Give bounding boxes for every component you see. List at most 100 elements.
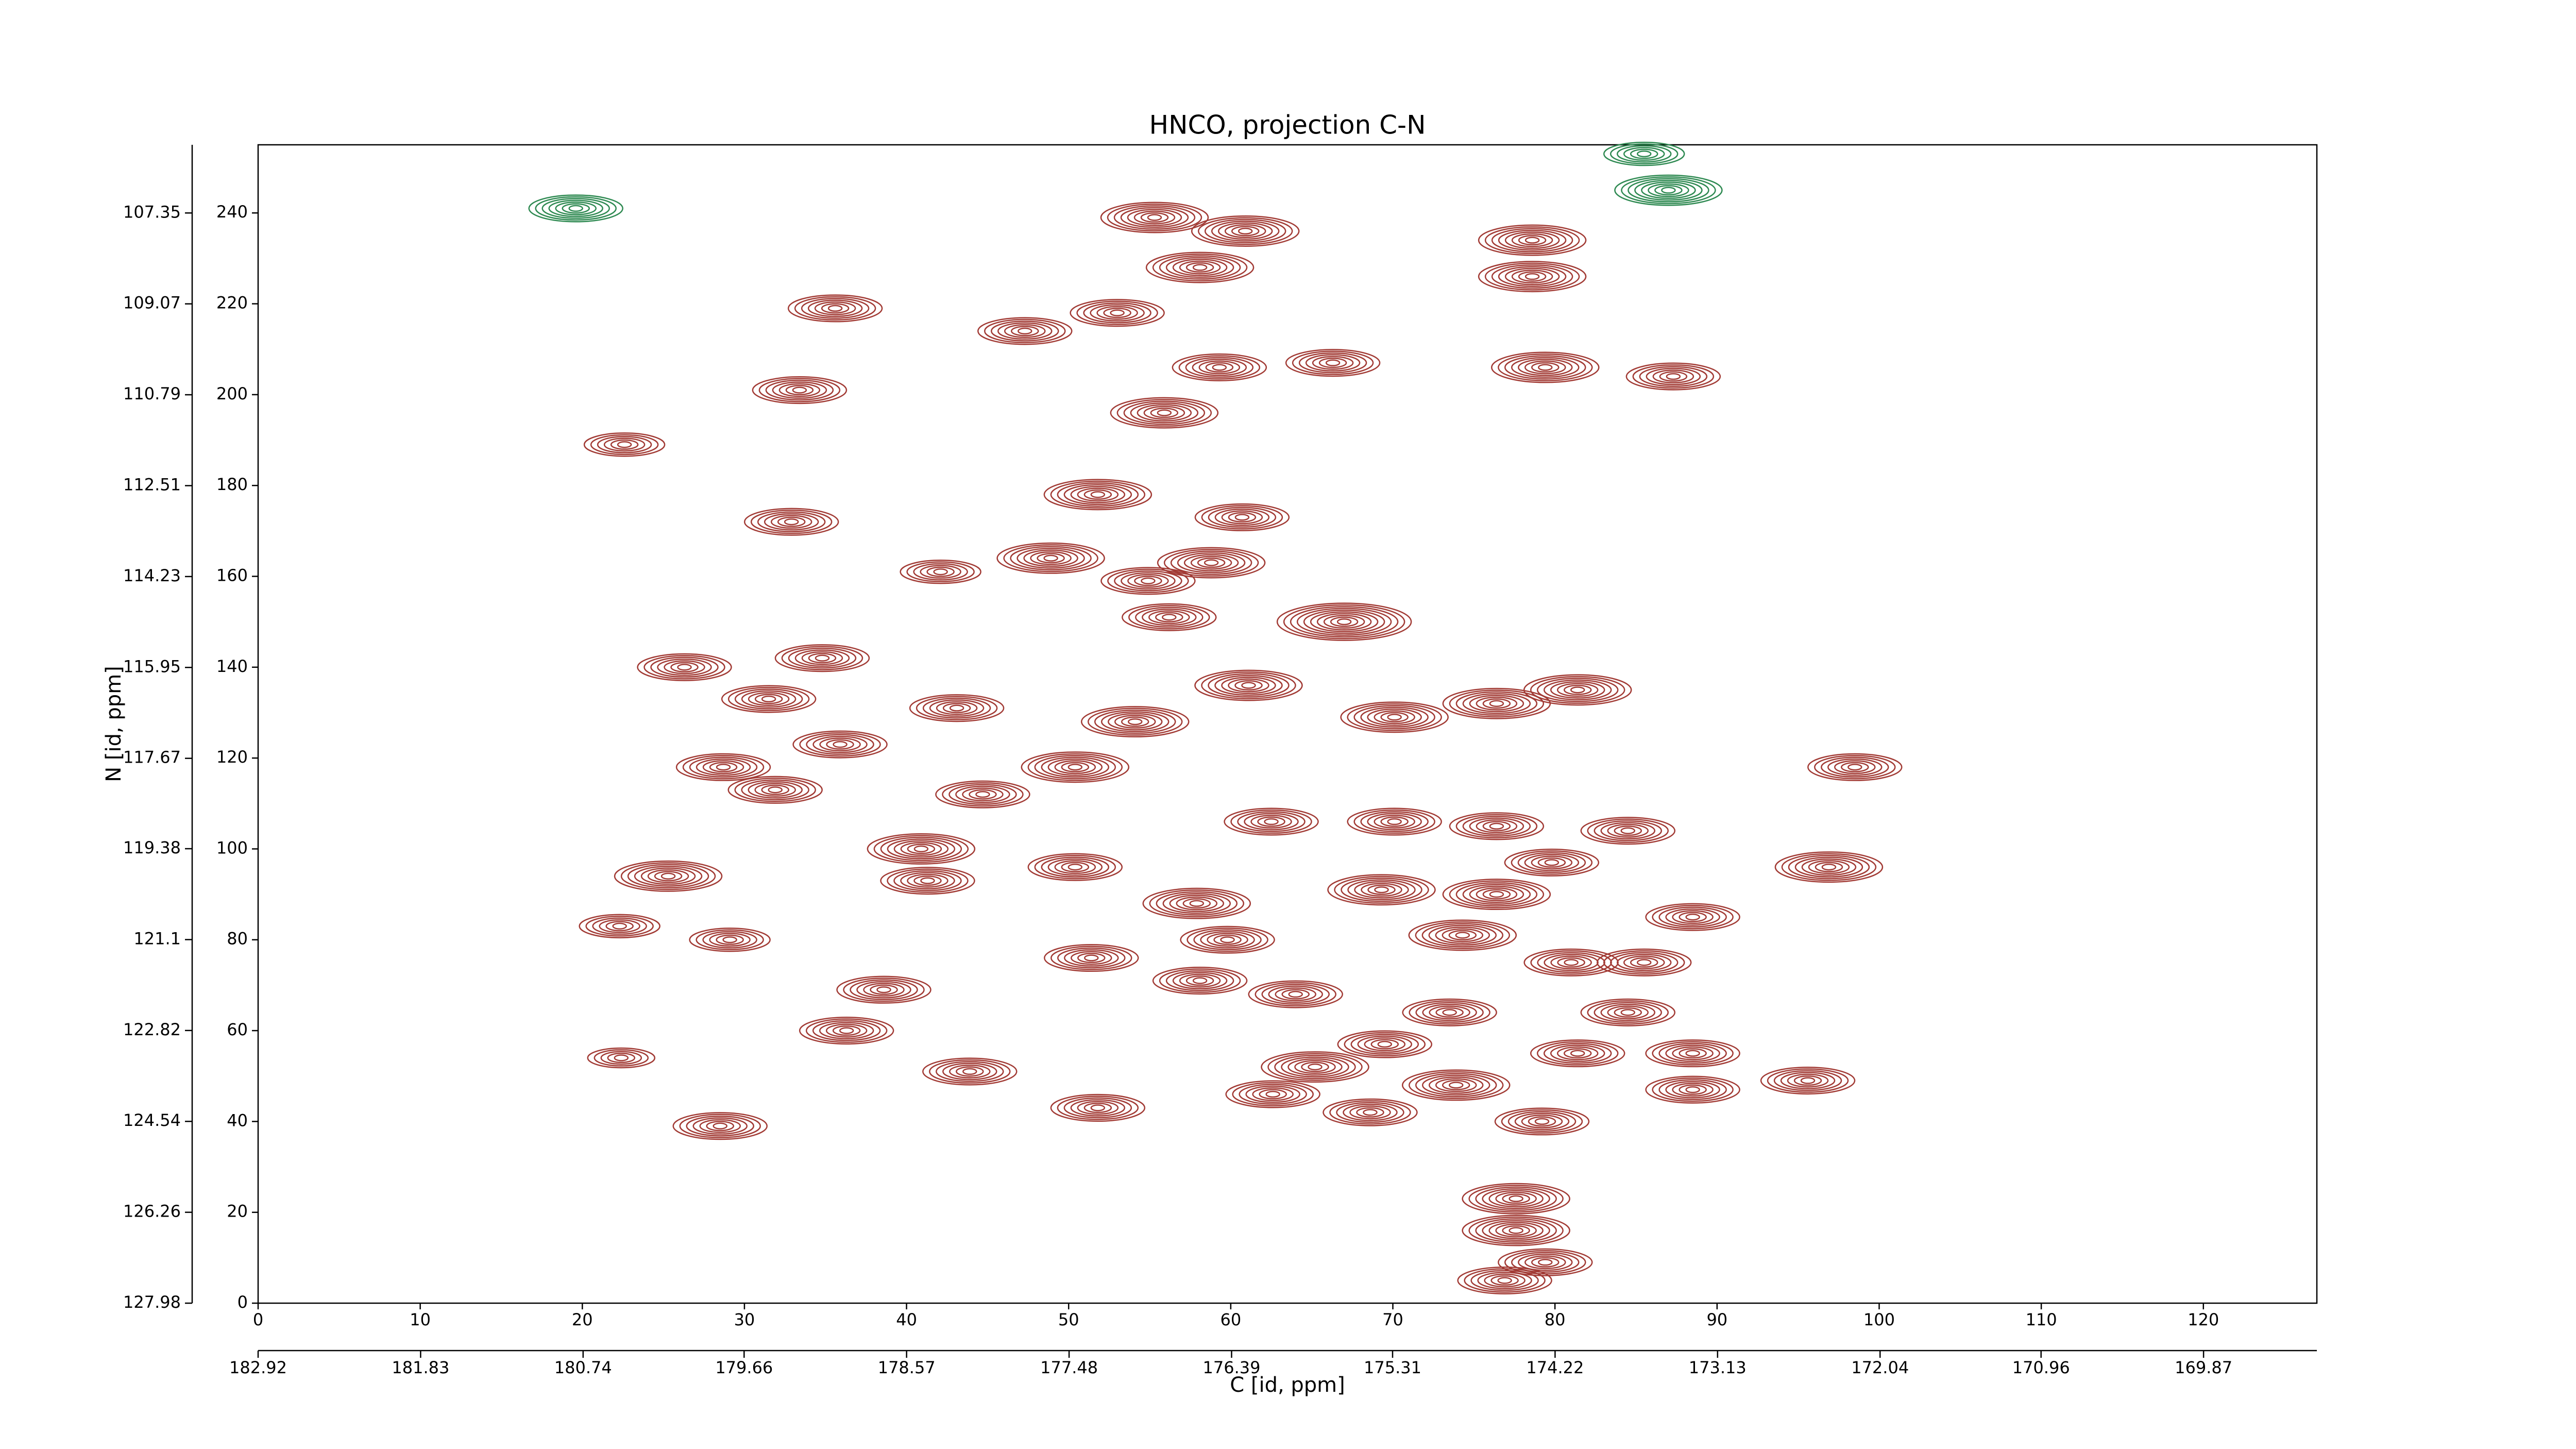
contour-ring: [702, 931, 757, 949]
contour-ring: [1781, 853, 1877, 881]
contour-ring: [1070, 1099, 1126, 1117]
contour-ring: [1292, 350, 1374, 375]
contour-ring: [1543, 1042, 1612, 1064]
contour-ring: [1063, 1097, 1132, 1119]
contour-ring: [893, 840, 949, 858]
contour-ring: [1509, 1227, 1523, 1234]
contour-ring: [1488, 1222, 1544, 1239]
x2-tick-label: 173.13: [1689, 1358, 1747, 1377]
contour-ring: [1228, 678, 1269, 693]
contour-ring: [1003, 544, 1098, 572]
contour-ring: [1630, 957, 1658, 968]
contour-ring: [679, 1114, 761, 1138]
contour-ring: [1685, 1050, 1700, 1057]
contour-ring: [1010, 546, 1092, 570]
contour-ring: [1189, 900, 1205, 907]
contour-ring: [1511, 850, 1593, 875]
contour-ring: [1455, 814, 1538, 839]
contour-ring: [1507, 1111, 1577, 1132]
contour-ring: [836, 975, 931, 1004]
contour-ring: [936, 701, 978, 715]
contour-ring: [1815, 862, 1843, 872]
contour-ring: [670, 662, 699, 672]
contour-ring: [579, 914, 660, 938]
contour-ring: [942, 782, 1024, 807]
contour-ring: [1172, 353, 1267, 382]
contour-ring: [1377, 1040, 1393, 1048]
contour-ring: [1556, 1046, 1599, 1060]
contour-ring: [1464, 1268, 1546, 1293]
contour-ring: [1070, 485, 1126, 503]
contour-ring: [1498, 229, 1567, 251]
y-tick-label: 160: [216, 565, 248, 585]
x2-tick-label: 182.92: [229, 1358, 287, 1377]
contour-ring: [774, 644, 870, 672]
contour-ring: [1827, 758, 1883, 776]
contour-ring: [1498, 353, 1593, 382]
contour-ring: [1489, 700, 1504, 707]
contour-ring: [1176, 896, 1218, 911]
contour-ring: [716, 764, 731, 771]
contour-ring: [1220, 936, 1235, 943]
contour-ring: [1050, 1093, 1146, 1122]
y2-tick-label: 124.54: [123, 1110, 181, 1130]
contour-ring: [821, 303, 850, 314]
contour-ring: [794, 296, 876, 321]
contour-ring: [1185, 975, 1214, 986]
y2-tick-label: 119.38: [123, 838, 181, 857]
contour-ring: [792, 386, 807, 394]
contour-ring: [1312, 356, 1354, 370]
x-tick-label: 100: [1863, 1310, 1895, 1329]
contour-ring: [1354, 881, 1409, 899]
contour-ring: [761, 695, 776, 703]
contour-ring: [758, 378, 841, 402]
contour-ring: [1308, 1063, 1323, 1071]
x2-tick-label: 172.04: [1851, 1358, 1909, 1377]
contour-ring: [743, 508, 839, 536]
contour-ring: [1149, 889, 1245, 918]
contour-ring: [1587, 818, 1669, 843]
contour-ring: [1470, 1270, 1539, 1291]
contour-ring: [748, 781, 803, 799]
contour-ring: [1509, 1195, 1523, 1202]
contour-ring: [1337, 1030, 1433, 1058]
contour-ring: [1536, 678, 1619, 702]
contour-ring: [1356, 1107, 1384, 1118]
chart-title: HNCO, projection C-N: [1149, 110, 1426, 140]
contour-ring: [887, 838, 956, 860]
contour-ring: [1421, 923, 1504, 948]
contour-ring: [1325, 359, 1341, 366]
contour-ring: [709, 762, 738, 772]
contour-ring: [1200, 931, 1255, 949]
contour-ring: [1288, 990, 1303, 998]
contour-ring: [1224, 224, 1266, 238]
contour-ring: [1121, 572, 1176, 590]
contour-ring: [672, 1112, 768, 1140]
contour-ring: [1476, 887, 1518, 902]
contour-ring: [1645, 903, 1740, 931]
contour-ring: [1469, 695, 1524, 713]
contour-ring: [1241, 682, 1256, 689]
contour-ring: [1244, 813, 1299, 831]
contour-ring: [1180, 925, 1275, 954]
contour-ring: [1083, 302, 1151, 324]
contour-ring: [722, 936, 737, 943]
contour-ring: [716, 934, 744, 945]
contour-ring: [1057, 947, 1126, 969]
contour-ring: [1475, 1186, 1557, 1211]
contour-ring: [900, 841, 942, 856]
contour-ring: [1534, 1118, 1550, 1125]
contour-ring: [1067, 864, 1083, 871]
contour-ring: [1648, 183, 1689, 197]
y-tick-label: 140: [216, 656, 248, 676]
contour-ring: [1594, 1002, 1663, 1023]
contour-ring: [929, 699, 985, 717]
contour-ring: [1205, 362, 1234, 373]
contour-ring: [922, 697, 991, 719]
contour-ring: [907, 873, 948, 888]
contour-ring: [1034, 855, 1116, 880]
contour-ring: [893, 870, 962, 891]
contour-ring: [1841, 762, 1869, 772]
contour-ring: [597, 435, 652, 453]
contour-ring: [1497, 1277, 1512, 1284]
